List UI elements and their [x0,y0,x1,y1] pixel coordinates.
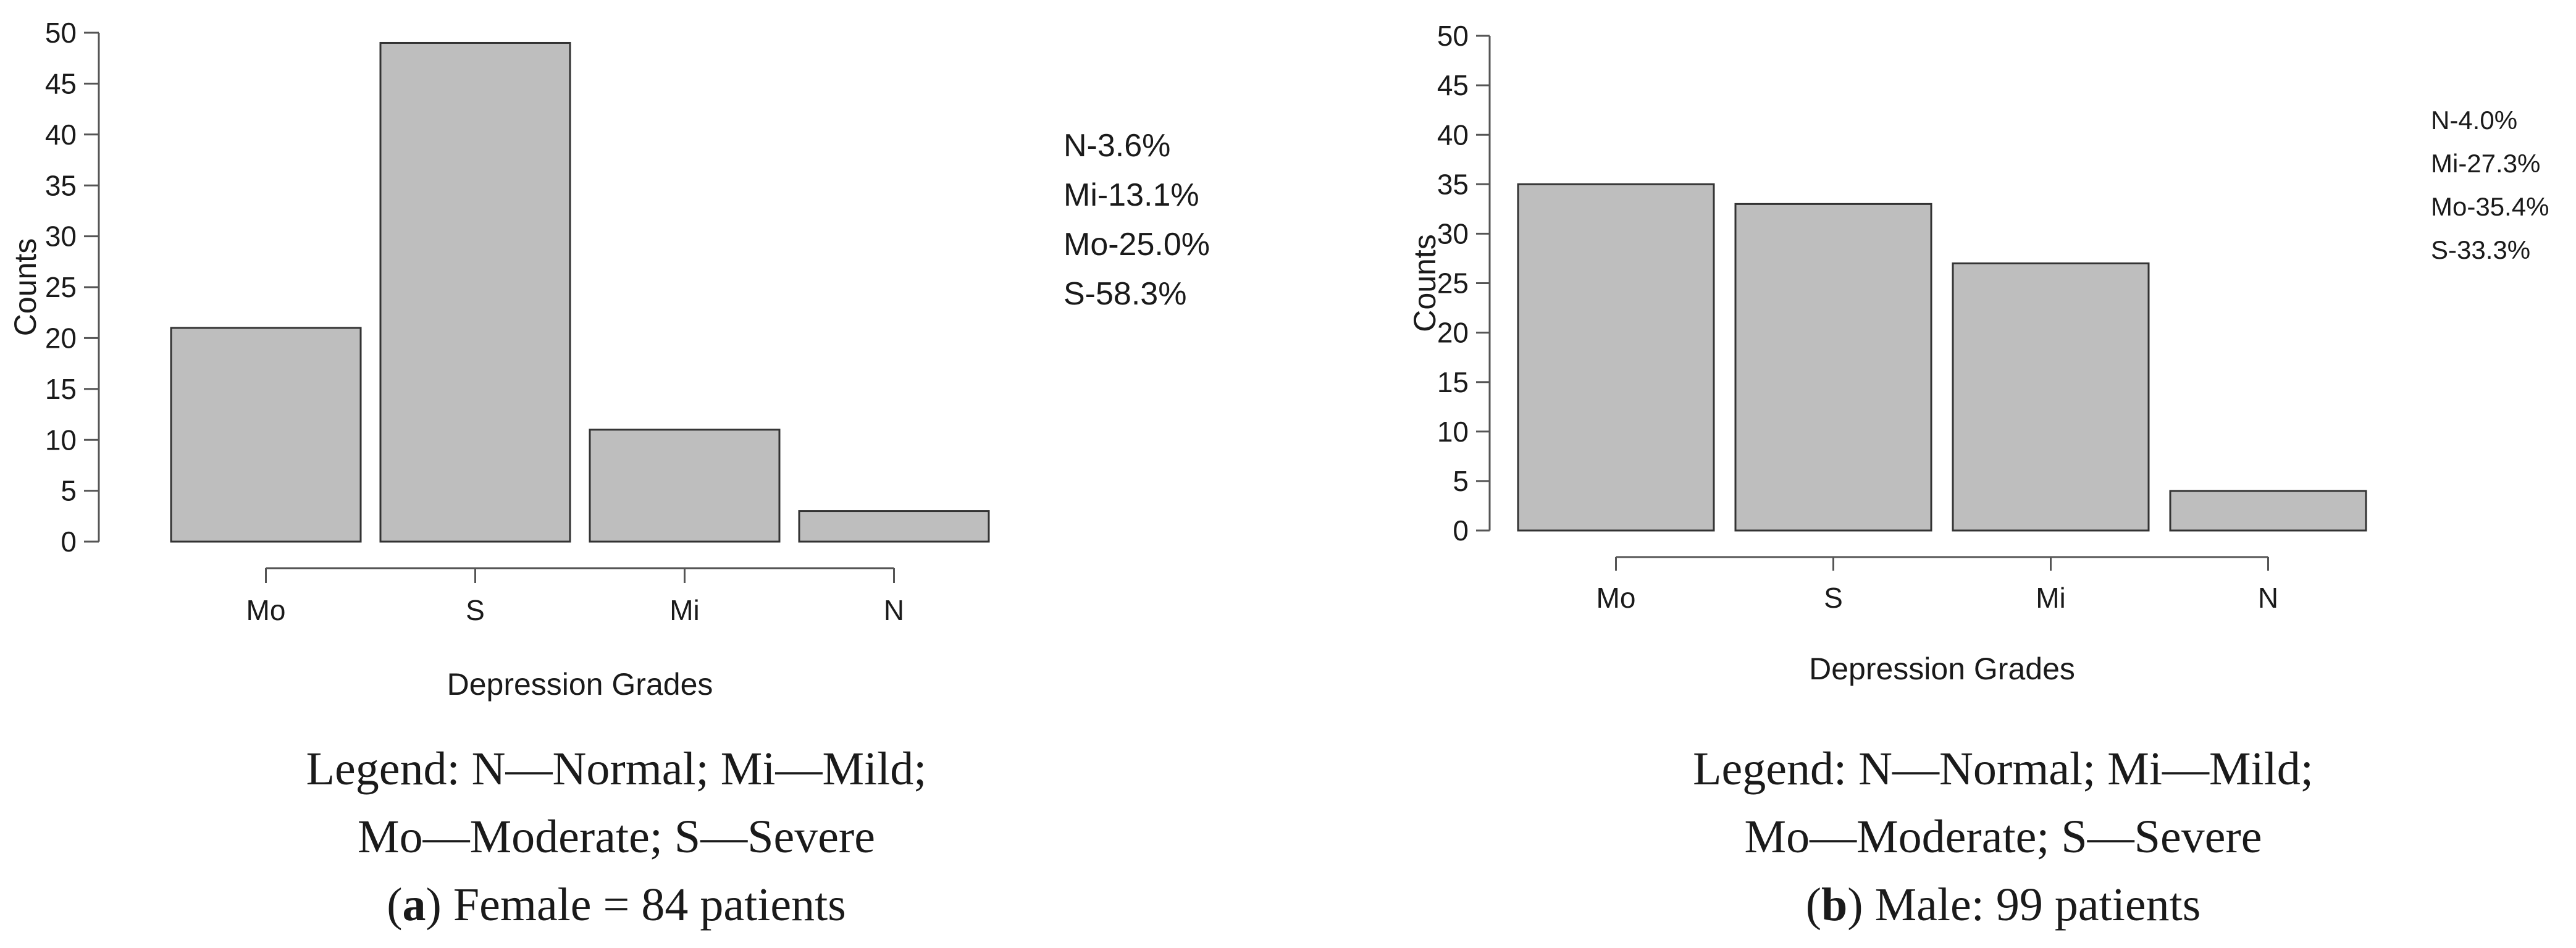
x-tick-label: Mi [669,594,700,626]
legend-line: Mo—Moderate; S—Severe [1744,811,2262,863]
x-tick-label: S [466,594,485,626]
y-tick-label: 10 [1437,416,1469,448]
percentage-list: N-4.0% Mi-27.3% Mo-35.4% S-33.3% [2431,99,2549,272]
y-tick-label: 40 [1437,119,1469,151]
bar-chart-female: 0 5 10 15 20 25 30 35 40 45 50 Counts Mo S Mi N Depressi… [8,17,990,702]
bar [2169,490,2367,532]
y-tick-label: 15 [45,373,77,405]
x-tick-label: N [2258,582,2278,614]
y-tick-label: 25 [1437,267,1469,300]
y-tick-label: 0 [61,526,77,558]
bar [1517,183,1715,532]
x-tick-label: S [1824,582,1843,614]
caption-label: (a) Female = 84 patients [387,879,846,931]
percentage-item: Mo-25.0% [1064,227,1210,262]
y-tick-label: 45 [45,68,77,100]
legend-line: Legend: N—Normal; Mi—Mild; [1693,743,2314,795]
percentage-item: N-4.0% [2431,106,2518,135]
figure-caption: Legend: N—Normal; Mi—Mild; Mo—Moderate; … [1359,735,2576,939]
caption-letter: b [1821,879,1848,931]
chart-panel-female: 0 5 10 15 20 25 30 35 40 45 50 Counts Mo S Mi N Depressi… [0,17,1261,939]
caption-letter: a [402,879,426,931]
y-tick-label: 30 [45,220,77,253]
legend-line: Mo—Moderate; S—Severe [358,811,875,863]
y-tick-label: 45 [1437,69,1469,101]
y-tick-label: 0 [1453,514,1469,547]
y-tick-label: 40 [45,119,77,151]
bar [798,510,990,543]
y-tick-label: 20 [45,322,77,354]
y-tick-label: 50 [1437,20,1469,52]
bar [589,429,781,543]
x-tick-label: Mo [246,594,286,626]
percentage-list: N-3.6% Mi-13.1% Mo-25.0% S-58.3% [1064,121,1210,319]
bar [170,327,362,543]
x-tick-label: N [884,594,904,626]
percentage-item: S-33.3% [2431,235,2531,264]
y-tick-label: 50 [45,17,77,49]
y-tick-label: 10 [45,424,77,456]
y-tick-label: 35 [45,169,77,201]
bar [1734,203,1932,532]
x-axis-label: Depression Grades [1809,652,2075,686]
x-tick-label: Mo [1596,582,1636,614]
bar-chart-male: 0 5 10 15 20 25 30 35 40 45 50 Counts Mo S Mi N Depressi… [1408,20,2367,686]
legend-line: Legend: N—Normal; Mi—Mild; [306,743,927,795]
percentage-item: Mi-27.3% [2431,149,2541,178]
caption-text: Female = 84 patients [441,879,846,931]
figure-caption: Legend: N—Normal; Mi—Mild; Mo—Moderate; … [0,735,1261,939]
caption-text: Male: 99 patients [1863,879,2201,931]
bar [1952,262,2150,532]
y-axis-label: Counts [8,238,43,336]
bar [379,41,571,543]
chart-panel-male: 0 5 10 15 20 25 30 35 40 45 50 Counts Mo S Mi N Depressi… [1288,0,2576,948]
y-tick-label: 25 [45,271,77,303]
percentage-item: S-58.3% [1064,276,1187,312]
y-tick-label: 20 [1437,317,1469,349]
percentage-item: N-3.6% [1064,128,1171,164]
percentage-item: Mo-35.4% [2431,192,2549,221]
y-axis-label: Counts [1408,234,1442,332]
y-tick-label: 35 [1437,168,1469,200]
x-axis-label: Depression Grades [447,667,713,702]
percentage-item: Mi-13.1% [1064,177,1199,213]
y-tick-label: 30 [1437,218,1469,250]
caption-label: (b) Male: 99 patients [1805,879,2201,931]
y-tick-label: 5 [61,475,77,507]
y-tick-label: 15 [1437,366,1469,398]
x-tick-label: Mi [2036,582,2066,614]
y-tick-label: 5 [1453,465,1469,497]
